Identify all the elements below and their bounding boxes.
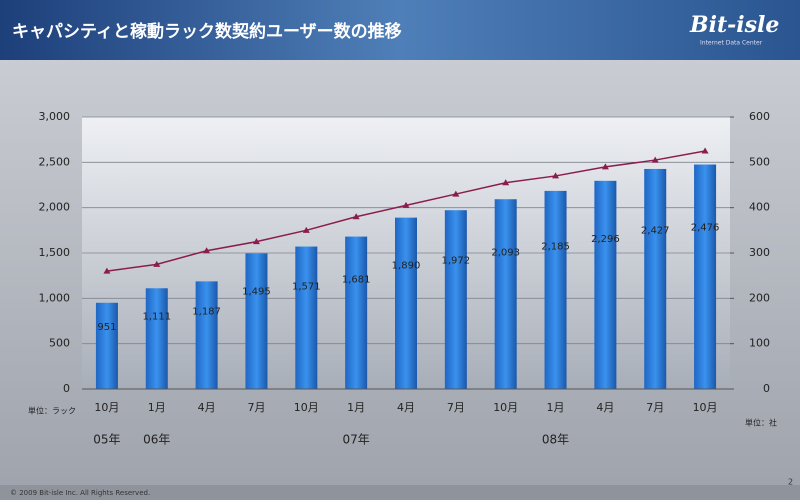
x-tick-label: 7月 <box>447 401 465 414</box>
y2-unit: 単位：社 <box>745 418 777 428</box>
bar <box>594 180 617 389</box>
x-tick-label: 7月 <box>646 401 664 414</box>
x-tick-label: 4月 <box>397 401 415 414</box>
data-label: 1,111 <box>142 311 171 322</box>
x-tick-label: 1月 <box>347 401 365 414</box>
x-tick-label: 4月 <box>596 401 614 414</box>
y-tick-label: 0 <box>63 382 70 395</box>
page-number: 2 <box>788 478 793 487</box>
x-tick-label: 4月 <box>198 401 216 414</box>
logo: Bit-isle <box>689 12 779 38</box>
bar <box>245 253 268 389</box>
y-tick-label: 500 <box>49 337 70 350</box>
y2-tick-label: 300 <box>749 246 770 259</box>
data-label: 2,093 <box>491 247 520 258</box>
data-label: 2,296 <box>591 234 620 245</box>
x-tick-label: 10月 <box>493 401 518 414</box>
data-label: 1,187 <box>192 307 221 318</box>
copyright: © 2009 Bit-isle Inc. All Rights Reserved… <box>10 489 150 497</box>
line-marker <box>302 226 310 233</box>
y-tick-label: 2,000 <box>39 201 71 214</box>
bar <box>694 164 717 389</box>
bar <box>195 281 218 389</box>
bar <box>345 236 368 389</box>
y2-tick-label: 0 <box>763 382 770 395</box>
header-band <box>0 0 800 60</box>
line-marker <box>203 247 211 254</box>
line-marker <box>502 179 510 186</box>
line-marker <box>601 163 609 170</box>
bar <box>145 288 168 389</box>
line-marker <box>651 156 659 163</box>
year-label: 06年 <box>143 433 170 447</box>
x-tick-label: 10月 <box>94 401 119 414</box>
line-marker <box>352 213 360 220</box>
y2-tick-label: 200 <box>749 291 770 304</box>
line-marker <box>252 238 260 245</box>
bar <box>395 217 417 389</box>
data-label: 1,681 <box>342 274 371 285</box>
logo-sub: Internet Data Center <box>700 40 763 47</box>
year-label: 07年 <box>343 433 370 447</box>
line-marker <box>153 260 161 267</box>
bar <box>494 199 517 389</box>
bar <box>544 190 567 389</box>
y-tick-label: 1,000 <box>39 291 71 304</box>
title: キャパシティと稼動ラック数契約ユーザー数の推移 <box>12 21 402 42</box>
data-label: 951 <box>97 322 116 333</box>
data-label: 1,890 <box>392 261 421 272</box>
y2-tick-label: 500 <box>749 155 770 168</box>
data-label: 2,185 <box>541 241 570 252</box>
data-label: 1,972 <box>442 255 471 266</box>
line-marker <box>452 190 460 197</box>
year-label: 08年 <box>542 433 569 447</box>
y-unit: 単位：ラック <box>28 406 76 416</box>
bar <box>644 168 667 389</box>
x-tick-label: 1月 <box>148 401 166 414</box>
data-label: 1,495 <box>242 286 271 297</box>
bar <box>95 302 118 389</box>
y2-tick-label: 400 <box>749 201 770 214</box>
y-tick-label: 2,500 <box>39 155 71 168</box>
line-marker <box>552 172 560 179</box>
data-label: 2,476 <box>691 222 720 233</box>
x-tick-label: 10月 <box>294 401 319 414</box>
line-marker <box>103 267 111 274</box>
y2-tick-label: 600 <box>749 110 770 123</box>
x-tick-label: 1月 <box>547 401 565 414</box>
bar <box>295 246 318 389</box>
x-tick-label: 7月 <box>247 401 265 414</box>
y-tick-label: 1,500 <box>39 246 71 259</box>
line-marker <box>701 147 709 154</box>
line-marker <box>402 201 410 208</box>
data-label: 1,571 <box>292 281 321 292</box>
x-tick-label: 10月 <box>693 401 718 414</box>
year-label: 05年 <box>93 433 120 447</box>
y-tick-label: 3,000 <box>39 110 71 123</box>
y2-tick-label: 100 <box>749 337 770 350</box>
data-label: 2,427 <box>641 226 670 237</box>
bar <box>444 210 467 389</box>
